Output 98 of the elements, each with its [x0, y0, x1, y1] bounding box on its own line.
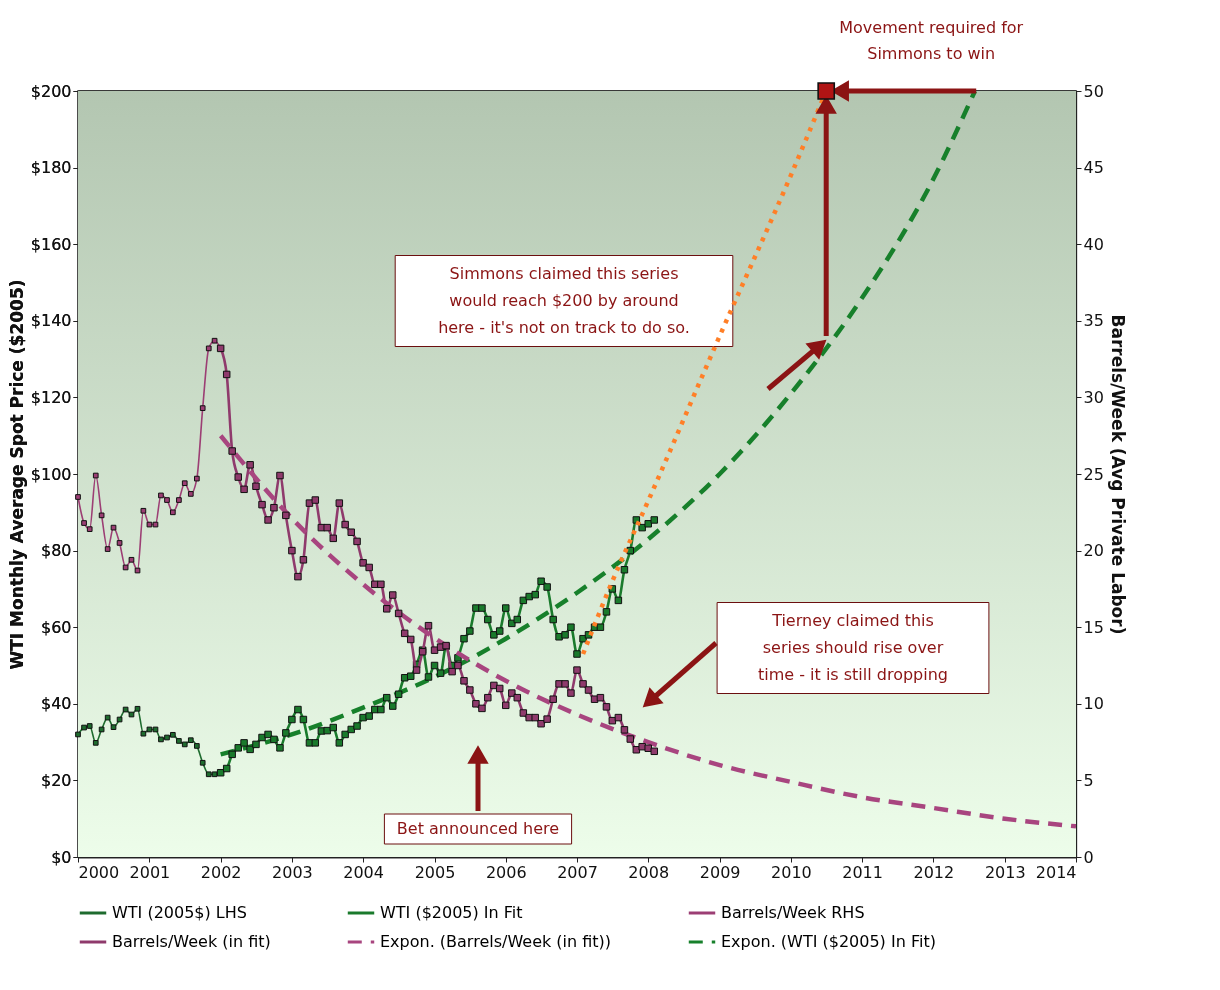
point	[116, 540, 123, 546]
legend-label: WTI ($2005) In Fit	[380, 903, 523, 922]
point	[86, 723, 93, 729]
point	[176, 497, 182, 503]
legend-label: WTI (2005$) LHS	[112, 903, 247, 922]
legend-label: Expon. (Barrels/Week (in fit))	[380, 932, 612, 951]
point	[81, 724, 87, 731]
point	[134, 705, 141, 712]
y2-tick-label: 0	[1083, 847, 1094, 867]
y2-tick-label: 40	[1083, 234, 1104, 254]
point	[122, 706, 129, 713]
point	[75, 494, 81, 500]
point	[164, 734, 170, 741]
y2-tick-label: 45	[1083, 158, 1104, 178]
y-tick-label: $160	[30, 234, 72, 254]
y2-tick-label: 5	[1083, 770, 1094, 790]
point	[92, 740, 99, 746]
y2-tick-label: 35	[1083, 311, 1104, 331]
point	[104, 714, 111, 721]
point	[86, 526, 93, 532]
x-tick-label: 2006	[485, 862, 527, 882]
x-tick-label: 2013	[984, 862, 1026, 882]
legend-label: Barrels/Week RHS	[721, 903, 865, 922]
point	[140, 730, 147, 737]
x-tick-label: 2012	[913, 862, 955, 882]
point	[98, 726, 105, 733]
y-tick-label: $100	[30, 464, 72, 484]
x-tick-label: 2011	[842, 862, 883, 882]
y-tick-label: $140	[30, 311, 72, 331]
y-tick-label: $80	[40, 541, 72, 561]
point	[128, 556, 135, 563]
y2-tick-label: 25	[1083, 464, 1104, 484]
point	[152, 726, 159, 733]
point	[158, 492, 164, 499]
y2-tick-label: 50	[1083, 81, 1104, 101]
annotation: Simmons claimed this series would reach $200 by around here - it's not on track to do so.	[438, 264, 690, 337]
y-tick-label: $60	[40, 617, 72, 637]
point	[817, 82, 836, 100]
point	[152, 521, 159, 528]
legend-label: Barrels/Week (in fit)	[112, 932, 271, 951]
point	[199, 405, 206, 411]
point	[176, 738, 182, 744]
y2-tick-label: 10	[1083, 694, 1104, 714]
y2-tick-label: 20	[1083, 541, 1104, 561]
annotation: Movement required for Simmons to win	[839, 18, 1024, 63]
point	[116, 716, 123, 723]
point	[110, 724, 117, 731]
point	[140, 507, 147, 514]
point	[194, 475, 200, 482]
point	[122, 564, 129, 571]
x-tick-label: 2008	[628, 862, 670, 882]
x-tick-label: 2003	[272, 862, 313, 882]
point	[205, 345, 212, 352]
point	[98, 512, 105, 519]
x-tick-label: 2005	[414, 862, 456, 882]
x-tick-label: 2001	[129, 862, 171, 882]
point	[181, 480, 188, 487]
point	[146, 726, 153, 733]
point	[92, 472, 99, 479]
x-tick-label: 2002	[200, 862, 242, 882]
point	[187, 737, 194, 744]
y2-axis-title: Barrels/Week (Avg Private Labor)	[1107, 314, 1128, 635]
point	[205, 771, 212, 778]
point	[187, 491, 194, 497]
y-axis-title: WTI Monthly Average Spot Price ($2005)	[6, 279, 27, 670]
x-tick-label: 2014	[1035, 862, 1077, 882]
point	[170, 731, 176, 738]
point	[181, 741, 188, 748]
x-tick-label: 2000	[78, 862, 120, 882]
y-tick-label: $120	[30, 387, 72, 407]
legend-label: Expon. (WTI ($2005) In Fit)	[721, 932, 936, 951]
y2-tick-label: 15	[1083, 617, 1104, 637]
point	[164, 497, 170, 503]
y-tick-label: $20	[40, 770, 72, 790]
point	[194, 743, 200, 749]
y-tick-label: $200	[30, 81, 72, 101]
point	[128, 711, 135, 718]
point	[104, 546, 111, 552]
x-tick-label: 2009	[699, 862, 741, 882]
y-tick-label: $0	[51, 847, 72, 867]
point	[110, 524, 117, 531]
point	[81, 520, 87, 526]
point	[170, 509, 176, 516]
y2-tick-label: 30	[1083, 387, 1104, 407]
y-tick-label: $40	[40, 694, 72, 714]
point	[134, 567, 141, 574]
annotation: Tierney claimed this series should rise over time - it is still dropping	[757, 611, 949, 684]
point	[211, 337, 218, 344]
point	[158, 736, 164, 743]
point	[199, 759, 206, 766]
x-tick-label: 2004	[343, 862, 384, 882]
x-tick-label: 2010	[771, 862, 812, 882]
point	[75, 731, 81, 738]
x-tick-label: 2007	[557, 862, 598, 882]
y-tick-label: $180	[30, 158, 72, 178]
point	[146, 521, 153, 528]
point	[211, 771, 218, 778]
annotation: Bet announced here	[396, 819, 560, 838]
